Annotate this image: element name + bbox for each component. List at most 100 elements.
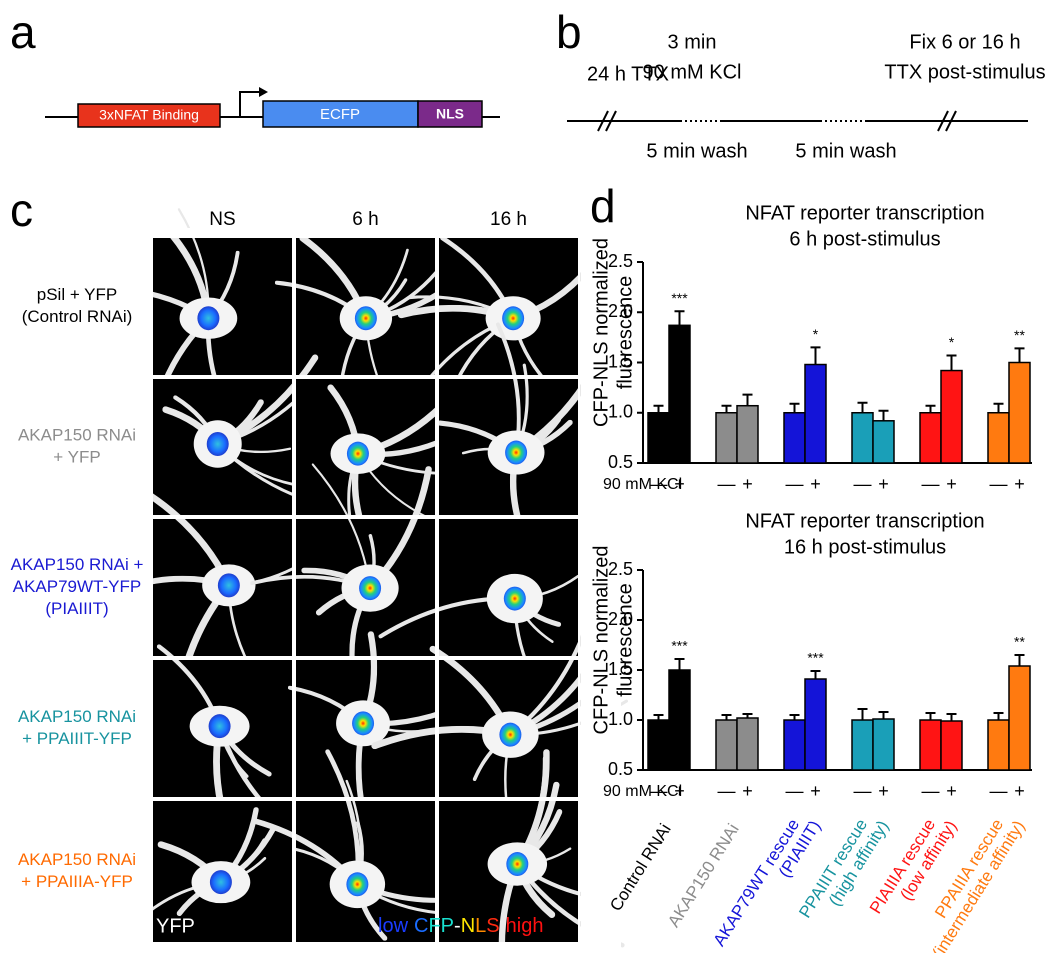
scale-part: L [475, 915, 486, 937]
step-label: Fix 6 or 16 h [909, 31, 1020, 53]
nucleus [197, 306, 220, 331]
y-label: CFP-NLS normalized fluorescence [590, 238, 636, 427]
promoter-arrow [239, 91, 262, 117]
image-frame [437, 517, 580, 658]
x-tick-label: + [1014, 781, 1025, 801]
bar [987, 719, 1010, 771]
nucleus [206, 432, 229, 457]
row-label: AKAP150 RNAi [18, 850, 136, 869]
bar [783, 719, 806, 771]
significance: *** [671, 290, 688, 306]
row-label: AKAP150 RNAi [18, 425, 136, 444]
x-tick-label: — [990, 781, 1008, 801]
bar [940, 369, 963, 464]
row-label: + YFP [53, 447, 100, 466]
x-label: 90 mM KCl [603, 783, 682, 800]
x-label: 90 mM KCl [603, 476, 682, 493]
bar [804, 678, 827, 771]
nucleus [209, 870, 232, 895]
y-tick-label: 2.0 [608, 301, 633, 321]
x-tick-label: — [922, 474, 940, 494]
column-header: NS [209, 209, 235, 230]
x-tick-label: + [1014, 474, 1025, 494]
y-tick-label: 2.5 [608, 251, 633, 271]
break [937, 110, 949, 132]
step-label: TTX post-stimulus [884, 61, 1045, 83]
x-tick-label: — [922, 781, 940, 801]
x-tick-label: + [742, 474, 753, 494]
error-bar [993, 402, 1004, 413]
y-tick-label: 2.5 [608, 559, 633, 579]
row-label: AKAP79WT-YFP [13, 577, 141, 596]
x-tick-label: + [742, 781, 753, 801]
y-label-line: fluorescence [614, 583, 636, 696]
micrographs: NS 6 h 16 h pSil + YFP (Control RNAi) AKAP150… [0, 209, 626, 953]
bar [668, 324, 691, 464]
row-label: (PIAIIIT) [45, 599, 108, 618]
x-tick-label: — [650, 474, 668, 494]
x-tick-label: — [990, 474, 1008, 494]
scale-part: high [506, 915, 544, 937]
nfat-box [77, 103, 221, 128]
x-tick-label: + [946, 781, 957, 801]
error-bar [674, 310, 685, 326]
scale-part: N [461, 915, 475, 937]
image-frame [294, 658, 437, 799]
y-tick-label: 1.0 [608, 402, 633, 422]
significance: ** [1014, 634, 1025, 650]
error-bar [742, 713, 753, 718]
bar [647, 412, 670, 464]
bar [668, 669, 691, 771]
nucleus [359, 576, 382, 601]
y-tick-label: 1.5 [608, 659, 633, 679]
bar [987, 412, 1010, 464]
error-bar [857, 708, 868, 720]
significance: ** [1014, 327, 1025, 343]
nucleus [354, 306, 377, 331]
micrograph [255, 752, 479, 943]
micrograph [438, 324, 606, 538]
bar [715, 719, 738, 771]
error-bar [653, 714, 664, 720]
bar [872, 718, 895, 771]
image-frame [151, 236, 294, 377]
nls-box [417, 100, 483, 128]
chart-title: NFAT reporter transcription [745, 202, 984, 224]
image-frame [294, 377, 437, 517]
x-tick-label: — [786, 781, 804, 801]
step-label: 24 h TTX [587, 63, 669, 85]
bar-chart: NFAT reporter transcription 6 h post-stim… [590, 202, 1032, 494]
scale-part: C [414, 915, 428, 937]
significance: * [813, 326, 819, 342]
scale-label: low CFP-NLS high [378, 915, 543, 937]
image-frame [437, 658, 580, 799]
row-label: + PPAIIIT-YFP [22, 729, 132, 748]
y-tick-label: 1.0 [608, 709, 633, 729]
bar [919, 412, 942, 464]
error-bar [946, 713, 957, 721]
x-tick-label: — [786, 474, 804, 494]
nucleus [499, 722, 522, 747]
bar [715, 412, 738, 464]
nucleus [505, 440, 528, 465]
nucleus [502, 306, 525, 331]
x-tick-label: — [718, 474, 736, 494]
step-label: 90 mM KCl [643, 61, 742, 83]
chart-title: 16 h post-stimulus [784, 536, 946, 558]
panel-b-text: 24 h TTX 3 min 90 mM KCl Fix 6 or 16 h T… [587, 31, 1046, 162]
image-frame [151, 517, 294, 658]
bar [647, 719, 670, 771]
bar [851, 719, 874, 771]
row-label: pSil + YFP [37, 285, 117, 304]
bar [783, 412, 806, 464]
error-bar [925, 404, 936, 413]
mask [150, 943, 590, 953]
micrograph [252, 464, 436, 657]
bar [1008, 665, 1031, 771]
bar-chart: NFAT reporter transcription 16 h post-sti… [590, 510, 1032, 953]
nucleus [503, 586, 526, 611]
nucleus [346, 872, 369, 897]
mask [150, 228, 590, 236]
micrograph [152, 358, 341, 516]
chart-title: NFAT reporter transcription [745, 510, 984, 532]
